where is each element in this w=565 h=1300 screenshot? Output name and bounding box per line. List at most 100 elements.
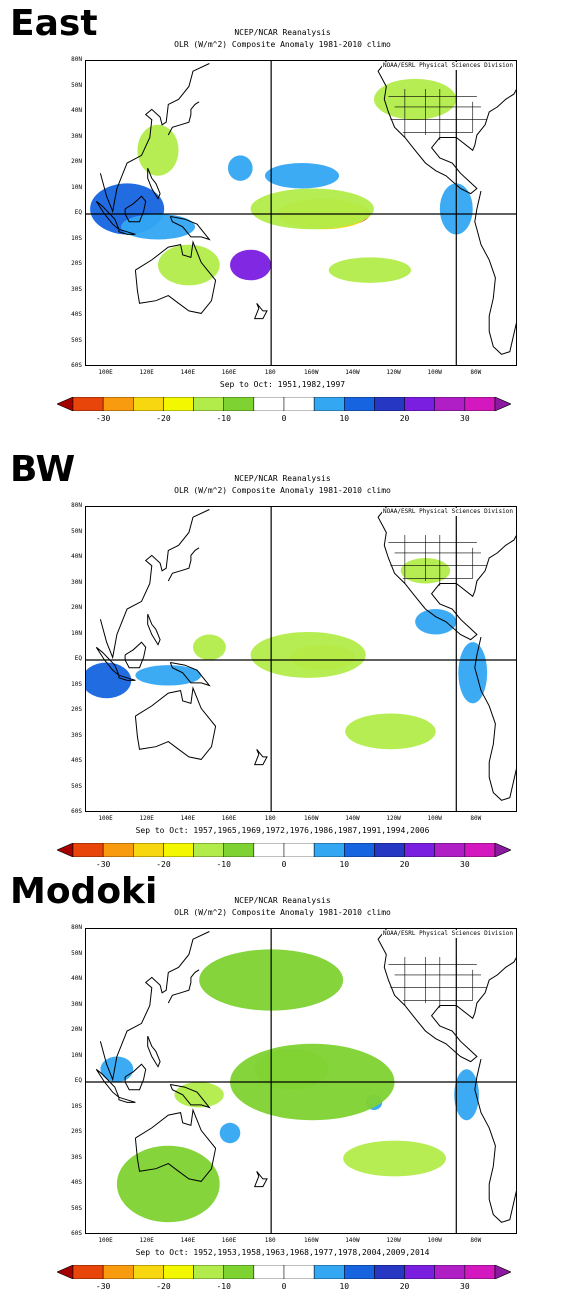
colorbar-segment xyxy=(434,843,466,857)
colorbar-tick: -30 xyxy=(95,1282,111,1291)
colorbar-tick: -30 xyxy=(95,860,111,869)
lon-label: 180 xyxy=(264,369,276,376)
colorbar-segment xyxy=(344,1265,375,1279)
lat-label: 50N xyxy=(71,949,82,957)
colorbar-segment xyxy=(313,843,345,857)
anomaly-region xyxy=(454,1069,479,1121)
colorbar-segment xyxy=(223,1265,255,1279)
philippines-coastline xyxy=(147,167,161,200)
lat-label: 60S xyxy=(71,1230,82,1237)
credit-text: NOAA/ESRL Physical Sciences Division xyxy=(381,930,514,938)
north-america-coastline xyxy=(377,929,516,1063)
lat-label: 60S xyxy=(71,362,82,369)
lat-label: 10S xyxy=(71,680,82,688)
colorbar-segment xyxy=(102,1265,134,1279)
anomaly-region xyxy=(192,634,226,660)
continents xyxy=(95,929,516,1223)
lat-label: 10S xyxy=(71,1102,82,1110)
lat-label: 20S xyxy=(71,706,82,713)
continents xyxy=(95,61,516,355)
lat-label: 10N xyxy=(71,629,82,637)
colorbar-tick: 0 xyxy=(281,414,287,423)
colorbar-segment xyxy=(72,397,104,411)
new-guinea-coastline xyxy=(169,216,211,241)
colorbar-tick: -20 xyxy=(156,414,171,423)
lat-label: 40N xyxy=(71,553,82,560)
lat-label: 40S xyxy=(71,311,82,318)
lon-label: 120E xyxy=(139,815,154,822)
colorbar xyxy=(57,1265,511,1279)
credit-text: NOAA/ESRL Physical Sciences Division xyxy=(381,508,514,516)
lon-label: 140E xyxy=(180,1237,196,1244)
period-caption: Sep to Oct: 1957,1965,1969,1972,1976,198… xyxy=(135,826,430,835)
colorbar-high-arrow xyxy=(494,397,511,411)
variable-title: OLR (W/m^2) Composite Anomaly 1981-2010 … xyxy=(174,908,391,917)
lon-label: 120W xyxy=(386,1237,401,1244)
colorbar-tick: 30 xyxy=(460,1282,470,1291)
panel-label: BW xyxy=(10,449,76,490)
lat-label: 80N xyxy=(71,502,82,509)
colorbar-segment xyxy=(253,1265,285,1279)
colorbar-segment xyxy=(464,843,496,857)
lon-label: 100W xyxy=(427,815,442,822)
colorbar-tick: -30 xyxy=(95,414,111,423)
panel-bw: BW NCEP/NCAR Reanalysis OLR (W/m^2) Comp… xyxy=(0,446,565,878)
lat-label: 60S xyxy=(71,808,82,815)
lon-label: 120E xyxy=(139,369,154,376)
south-america-coastline xyxy=(474,190,516,355)
anomaly-shading xyxy=(100,949,479,1223)
period-caption: Sep to Oct: 1951,1982,1997 xyxy=(219,380,346,389)
lon-label: 100W xyxy=(427,1237,442,1244)
new-zealand-coastline xyxy=(253,1170,268,1188)
north-america-coastline xyxy=(377,507,516,641)
lon-label: 140W xyxy=(345,369,360,376)
colorbar-segment xyxy=(163,397,194,411)
colorbar-tick: -10 xyxy=(216,414,231,423)
lat-label: 20N xyxy=(71,158,82,165)
lon-label: 160E xyxy=(221,1237,237,1244)
colorbar-tick: -20 xyxy=(156,860,171,869)
colorbar-segment xyxy=(464,397,496,411)
colorbar-tick: 20 xyxy=(399,414,410,423)
anomaly-region xyxy=(374,78,457,120)
anomaly-region xyxy=(230,249,272,281)
lon-label: 140W xyxy=(345,1237,360,1244)
colorbar-segment xyxy=(313,397,345,411)
anomaly-region xyxy=(250,188,374,230)
colorbar-tick: -10 xyxy=(216,1282,231,1291)
colorbar-tick: 10 xyxy=(339,860,350,869)
period-caption: Sep to Oct: 1952,1953,1958,1963,1968,197… xyxy=(135,1248,430,1257)
lat-label: 40N xyxy=(71,107,82,114)
anomaly-shading xyxy=(90,78,473,286)
colorbar-segment xyxy=(72,1265,104,1279)
colorbar-segment xyxy=(404,843,435,857)
source-title: NCEP/NCAR Reanalysis xyxy=(234,28,331,37)
colorbar-tick: 30 xyxy=(460,414,470,423)
south-america-coastline xyxy=(474,636,516,801)
lon-label: 100W xyxy=(427,369,442,376)
colorbar-segment xyxy=(374,397,405,411)
lon-label: 160W xyxy=(304,1237,319,1244)
colorbar-segment xyxy=(223,397,255,411)
lon-label: 160E xyxy=(221,815,237,822)
colorbar-segment xyxy=(283,1265,315,1279)
colorbar-segment xyxy=(193,397,224,411)
lat-label: EQ xyxy=(74,655,82,662)
colorbar-segment xyxy=(102,397,134,411)
map-canvas xyxy=(86,929,516,1233)
anomaly-region xyxy=(345,713,436,750)
source-title: NCEP/NCAR Reanalysis xyxy=(234,474,331,483)
lat-label: 30S xyxy=(71,285,82,293)
japan-coastline xyxy=(167,969,200,1004)
colorbar-segment xyxy=(434,1265,466,1279)
panel-east: East NCEP/NCAR Reanalysis OLR (W/m^2) Co… xyxy=(0,0,565,432)
colorbar-tick: 10 xyxy=(339,414,350,423)
anomaly-region xyxy=(158,244,220,286)
borneo-coastline xyxy=(124,195,147,223)
colorbar-segment xyxy=(464,1265,496,1279)
borneo-coastline xyxy=(124,641,147,669)
colorbar-low-arrow xyxy=(57,843,74,857)
colorbar-segment xyxy=(253,843,285,857)
colorbar-segment xyxy=(344,843,375,857)
map-canvas xyxy=(86,61,516,365)
